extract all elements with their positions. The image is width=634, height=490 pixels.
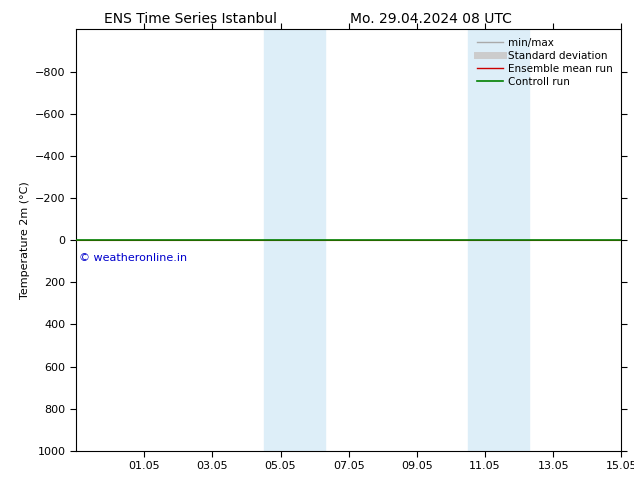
Bar: [468, 29, 502, 451]
Legend: min/max, Standard deviation, Ensemble mean run, Controll run: min/max, Standard deviation, Ensemble me…: [474, 35, 616, 90]
Text: © weatheronline.in: © weatheronline.in: [79, 253, 187, 263]
Bar: [502, 29, 529, 451]
Text: Mo. 29.04.2024 08 UTC: Mo. 29.04.2024 08 UTC: [350, 12, 512, 26]
Y-axis label: Temperature 2m (°C): Temperature 2m (°C): [20, 181, 30, 299]
Bar: [264, 29, 297, 451]
Bar: [297, 29, 325, 451]
Text: ENS Time Series Istanbul: ENS Time Series Istanbul: [104, 12, 276, 26]
